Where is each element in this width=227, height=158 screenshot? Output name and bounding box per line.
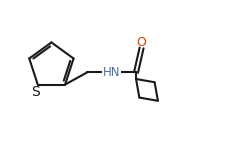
Text: O: O <box>137 36 147 49</box>
Text: S: S <box>32 85 40 99</box>
Text: HN: HN <box>103 66 120 79</box>
